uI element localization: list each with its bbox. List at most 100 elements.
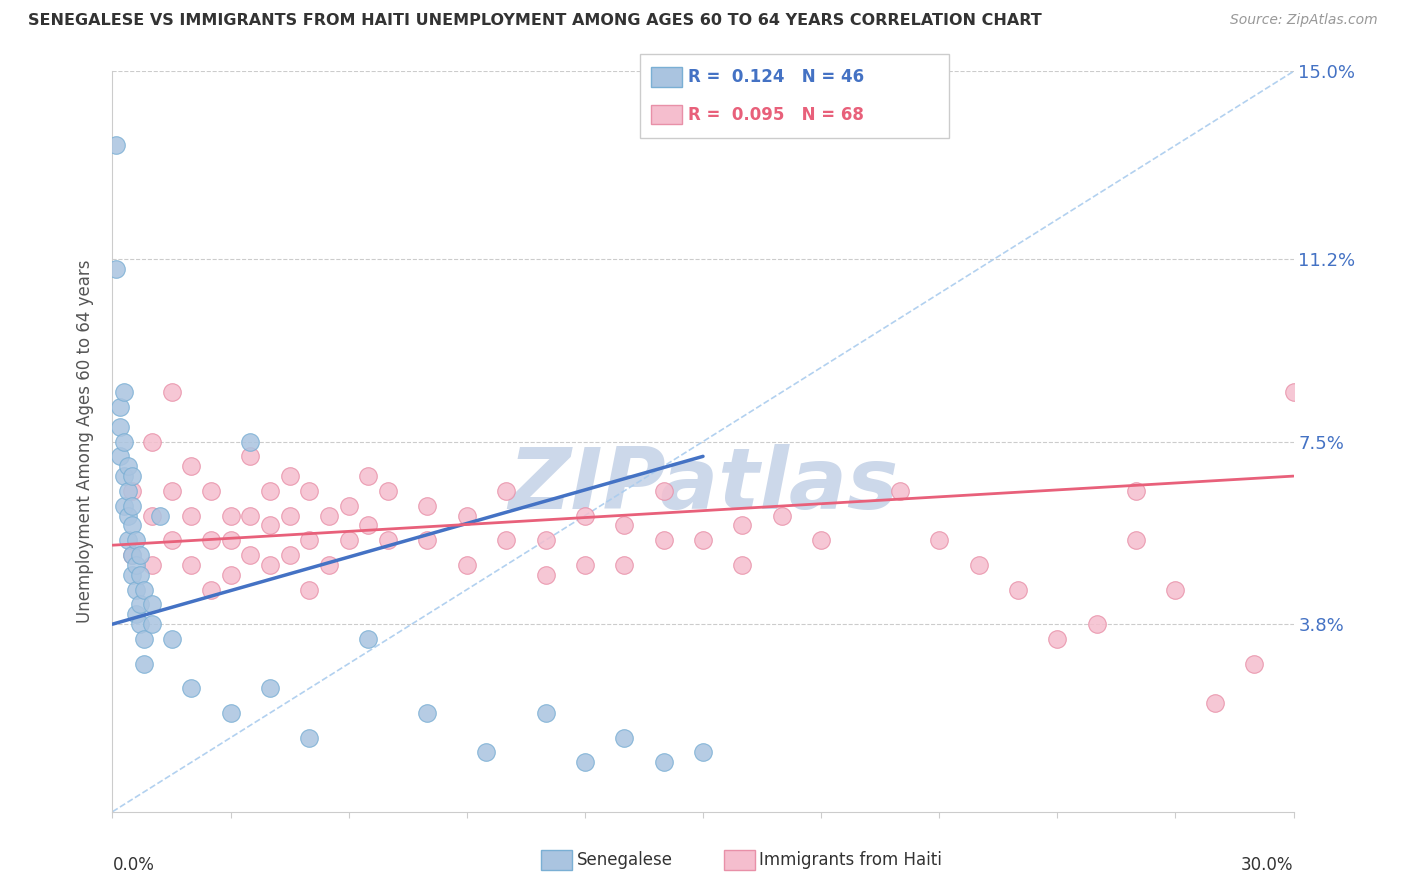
Point	[1046, 632, 1069, 646]
Point	[200, 483, 222, 498]
Point	[110, 450, 132, 464]
Text: ZIPatlas: ZIPatlas	[508, 444, 898, 527]
Point	[278, 548, 301, 562]
Point	[121, 499, 143, 513]
Point	[928, 533, 950, 548]
Point	[121, 469, 143, 483]
Point	[475, 746, 498, 760]
Point	[219, 706, 242, 720]
Point	[121, 567, 143, 582]
Point	[105, 138, 128, 153]
Point	[259, 681, 281, 696]
Point	[180, 459, 202, 474]
Point	[613, 731, 636, 745]
Point	[357, 518, 380, 533]
Point	[160, 632, 183, 646]
Point	[129, 567, 152, 582]
Point	[318, 508, 340, 523]
Point	[534, 567, 557, 582]
Point	[117, 483, 139, 498]
Point	[416, 499, 439, 513]
Point	[117, 508, 139, 523]
Point	[770, 508, 793, 523]
Point	[298, 483, 321, 498]
Point	[731, 518, 754, 533]
Point	[112, 469, 135, 483]
Point	[121, 548, 143, 562]
Point	[652, 756, 675, 770]
Point	[1125, 533, 1147, 548]
Point	[613, 558, 636, 572]
Point	[141, 558, 163, 572]
Point	[149, 508, 172, 523]
Point	[377, 483, 399, 498]
Point	[112, 434, 135, 449]
Point	[1243, 657, 1265, 671]
Point	[574, 508, 596, 523]
Point	[1164, 582, 1187, 597]
Point	[534, 533, 557, 548]
Point	[160, 483, 183, 498]
Point	[416, 706, 439, 720]
Point	[495, 533, 517, 548]
Point	[132, 657, 155, 671]
Point	[1282, 385, 1305, 400]
Point	[219, 508, 242, 523]
Point	[534, 706, 557, 720]
Point	[180, 681, 202, 696]
Point	[692, 533, 714, 548]
Point	[121, 518, 143, 533]
Point	[117, 459, 139, 474]
Point	[112, 499, 135, 513]
Text: Senegalese: Senegalese	[576, 851, 672, 869]
Point	[219, 533, 242, 548]
Point	[239, 450, 262, 464]
Point	[337, 533, 360, 548]
Point	[200, 582, 222, 597]
Point	[125, 582, 148, 597]
Point	[456, 558, 478, 572]
Point	[377, 533, 399, 548]
Point	[259, 518, 281, 533]
Point	[105, 261, 128, 276]
Point	[112, 385, 135, 400]
Point	[180, 508, 202, 523]
Point	[110, 400, 132, 414]
Point	[160, 533, 183, 548]
Point	[495, 483, 517, 498]
Point	[141, 508, 163, 523]
Point	[456, 508, 478, 523]
Point	[180, 558, 202, 572]
Point	[652, 533, 675, 548]
Text: R =  0.095   N = 68: R = 0.095 N = 68	[688, 105, 863, 123]
Point	[259, 558, 281, 572]
Point	[129, 598, 152, 612]
Text: SENEGALESE VS IMMIGRANTS FROM HAITI UNEMPLOYMENT AMONG AGES 60 TO 64 YEARS CORRE: SENEGALESE VS IMMIGRANTS FROM HAITI UNEM…	[28, 13, 1042, 29]
Point	[132, 582, 155, 597]
Point	[239, 508, 262, 523]
Point	[117, 533, 139, 548]
Text: Immigrants from Haiti: Immigrants from Haiti	[759, 851, 942, 869]
Text: Source: ZipAtlas.com: Source: ZipAtlas.com	[1230, 13, 1378, 28]
Point	[574, 558, 596, 572]
Point	[278, 508, 301, 523]
Point	[141, 434, 163, 449]
Point	[298, 533, 321, 548]
Point	[129, 548, 152, 562]
Point	[278, 469, 301, 483]
Point	[613, 518, 636, 533]
Point	[219, 567, 242, 582]
Point	[160, 385, 183, 400]
Point	[141, 617, 163, 632]
Point	[889, 483, 911, 498]
Point	[1085, 617, 1108, 632]
Point	[298, 731, 321, 745]
Point	[200, 533, 222, 548]
Point	[125, 558, 148, 572]
Text: 0.0%: 0.0%	[112, 856, 155, 874]
Point	[129, 617, 152, 632]
Point	[125, 607, 148, 622]
Text: R =  0.124   N = 46: R = 0.124 N = 46	[688, 69, 863, 87]
Point	[692, 746, 714, 760]
Point	[1204, 696, 1226, 710]
